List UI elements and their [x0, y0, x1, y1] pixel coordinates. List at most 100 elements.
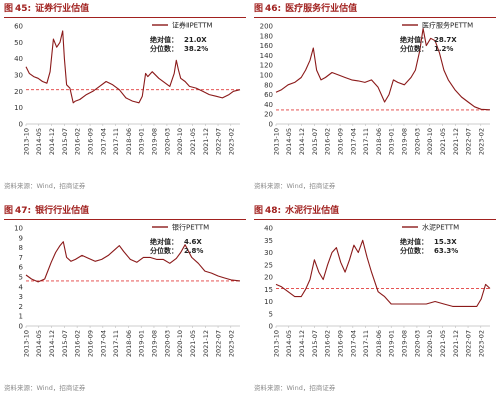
x-tick-label: 2017-11 [112, 330, 120, 357]
title-rule [254, 219, 496, 220]
x-tick-label: 2015-07 [61, 128, 69, 155]
y-tick-label: 0 [19, 323, 23, 331]
source-note: 资料来源：Wind，招商证券 [4, 384, 86, 392]
x-tick-label: 2016-09 [337, 128, 345, 155]
legend-label: 水泥PETTM [422, 223, 459, 232]
x-tick-label: 2017-11 [362, 128, 370, 155]
source-note: 资料来源：Wind，招商证券 [254, 182, 336, 190]
y-tick-label: 9 [19, 234, 23, 242]
y-tick-label: 10 [14, 104, 23, 112]
x-tick-label: 2016-02 [74, 128, 82, 155]
absolute-value-label: 绝对值： [400, 35, 428, 44]
panel-medical-services: 图 46: 医疗服务行业估值 0 20 40 60 80 100 120 140 160 180 200… [254, 2, 496, 192]
x-tick-label: 2017-04 [99, 330, 107, 357]
figure-title: 图 45: 证券行业估值 [4, 4, 90, 14]
x-tick-label: 2021-12 [202, 128, 210, 155]
x-tick-label: 2016-02 [74, 330, 82, 357]
pe-line-chart: 0 1 2 3 45 6 7 8 910 2013-10 2014-05 2014-12 2015-07… [14, 223, 241, 357]
y-tick-label: 10 [264, 298, 273, 306]
x-tick-label: 2020-03 [413, 330, 421, 357]
figure-title: 图 48: 水泥行业估值 [254, 206, 340, 216]
x-tick-label: 2017-04 [349, 128, 357, 155]
y-tick-label: 5 [269, 310, 273, 318]
absolute-value-label: 绝对值： [400, 237, 428, 246]
x-tick-label: 2019-01 [138, 330, 146, 357]
y-tick-label: 60 [264, 91, 273, 99]
x-tick-label: 2020-03 [163, 330, 171, 357]
x-tick-label: 2020-03 [413, 128, 421, 155]
y-tick-label: 80 [264, 81, 273, 89]
absolute-value: 4.6X [184, 238, 202, 246]
y-tick-label: 20 [14, 88, 23, 96]
source-note: 资料来源：Wind，招商证券 [4, 182, 86, 190]
x-tick-label: 2016-09 [337, 330, 345, 357]
x-tick-label: 2022-07 [215, 330, 223, 357]
x-tick-label: 2021-05 [439, 330, 447, 357]
x-tick-label: 2013-10 [273, 128, 281, 155]
percentile-value: 38.2% [184, 45, 208, 53]
absolute-value: 21.0X [184, 36, 207, 44]
series-line [275, 27, 491, 111]
y-tick-label: 60 [14, 23, 23, 31]
x-tick-label: 2018-06 [375, 128, 383, 155]
x-tick-label: 2014-05 [35, 128, 43, 155]
percentile-value: 1.2% [434, 45, 453, 53]
x-tick-label: 2013-10 [273, 330, 281, 357]
x-tick-label: 2019-08 [150, 128, 158, 155]
title-rule [4, 219, 246, 220]
panel-banking: 图 47: 银行行业估值 0 1 2 3 4 5 6 7 8 9 10 2013-10 2014-05 201… [4, 204, 246, 394]
x-tick-label: 2023-02 [477, 128, 485, 155]
x-tick-label: 2022-07 [465, 128, 473, 155]
x-tick-label: 2013-10 [23, 330, 31, 357]
y-tick-label: 25 [264, 261, 273, 269]
x-tick-label: 2015-07 [61, 330, 69, 357]
y-tick-label: 40 [264, 225, 273, 233]
percentile-value: 63.3% [434, 247, 458, 255]
x-tick-label: 2014-12 [48, 330, 56, 357]
x-tick-label: 2017-11 [112, 128, 120, 155]
series-line [25, 241, 241, 283]
absolute-value: 28.7X [434, 36, 457, 44]
y-tick-label: 140 [260, 52, 273, 60]
y-tick-label: 2 [19, 303, 23, 311]
figure-title: 图 47: 银行行业估值 [4, 206, 90, 216]
x-tick-label: 2023-02 [227, 128, 235, 155]
x-tick-label: 2023-02 [227, 330, 235, 357]
x-tick-label: 2019-08 [150, 330, 158, 357]
y-tick-label: 0 [19, 121, 23, 129]
legend-label: 医疗服务PETTM [422, 21, 473, 30]
pe-line-chart: 0 5 10 15 20 25 30 35 40 2013-10 2014-05 2014-12 201… [264, 223, 491, 357]
x-tick-label: 2014-12 [298, 128, 306, 155]
absolute-value-label: 绝对值： [150, 35, 178, 44]
y-tick-label: 160 [260, 42, 273, 50]
x-tick-label: 2018-06 [125, 330, 133, 357]
x-tick-label: 2016-02 [324, 330, 332, 357]
x-tick-label: 2015-07 [311, 128, 319, 155]
y-tick-label: 0 [269, 323, 273, 331]
y-tick-label: 8 [19, 244, 23, 252]
y-tick-label: 20 [264, 111, 273, 119]
y-tick-label: 35 [264, 237, 273, 245]
legend-label: 证券ⅡPETTM [172, 21, 213, 30]
title-rule [4, 17, 246, 18]
absolute-value: 15.3X [434, 238, 457, 246]
x-tick-label: 2020-10 [426, 128, 434, 155]
x-tick-label: 2016-09 [87, 128, 95, 155]
x-tick-label: 2023-02 [477, 330, 485, 357]
x-tick-label: 2020-10 [176, 128, 184, 155]
panel-cement: 图 48: 水泥行业估值 0 5 10 15 20 25 30 35 40 2013-10 2014-0… [254, 204, 496, 394]
x-tick-label: 2017-04 [349, 330, 357, 357]
x-tick-label: 2013-10 [23, 128, 31, 155]
title-rule [254, 17, 496, 18]
x-tick-label: 2015-07 [311, 330, 319, 357]
y-tick-label: 40 [264, 101, 273, 109]
y-tick-label: 5 [19, 274, 23, 282]
x-tick-label: 2020-03 [163, 128, 171, 155]
x-tick-label: 2014-05 [35, 330, 43, 357]
panel-securities: 图 45: 证券行业估值 0 10 20 30 40 50 60 2013-10 2014-05 20… [4, 2, 246, 192]
x-tick-label: 2018-06 [375, 330, 383, 357]
y-tick-label: 30 [14, 72, 23, 80]
x-tick-label: 2014-12 [48, 128, 56, 155]
x-tick-label: 2018-06 [125, 128, 133, 155]
